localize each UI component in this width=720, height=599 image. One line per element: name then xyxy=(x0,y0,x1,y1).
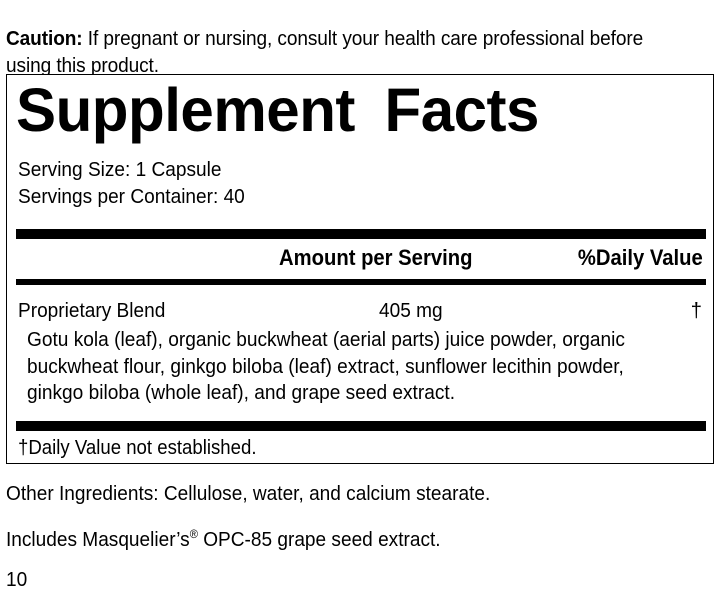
table-row: Proprietary Blend 405 mg † xyxy=(7,297,713,327)
caution-statement: Caution: If pregnant or nursing, consult… xyxy=(6,25,657,79)
includes-suffix: OPC-85 grape seed extract. xyxy=(197,528,441,551)
other-ingredients-statement: Other Ingredients: Cellulose, water, and… xyxy=(6,482,491,505)
rule-below-column-headers xyxy=(16,279,706,285)
panel-title-second: Facts xyxy=(384,76,539,144)
blend-ingredient-list: Gotu kola (leaf), organic buckwheat (aer… xyxy=(27,328,625,404)
serving-size: Serving Size: 1 Capsule xyxy=(18,158,222,181)
serving-info: Serving Size: 1 Capsule Servings per Con… xyxy=(18,157,245,210)
row-nutrient-name: Proprietary Blend xyxy=(18,299,166,322)
rule-above-footnote xyxy=(16,421,706,431)
supplement-facts-panel: Supplement Facts Serving Size: 1 Capsule … xyxy=(6,74,714,464)
includes-statement: Includes Masquelier’s® OPC-85 grape seed… xyxy=(6,526,441,553)
column-header-row: Amount per Serving %Daily Value xyxy=(7,243,713,277)
page-number: 10 xyxy=(6,568,28,591)
rule-above-column-headers xyxy=(16,229,706,239)
column-header-daily-value: %Daily Value xyxy=(578,245,703,270)
row-amount-value: 405 mg xyxy=(379,299,443,322)
column-header-amount-per-serving: Amount per Serving xyxy=(279,245,473,270)
servings-per-container: Servings per Container: 40 xyxy=(18,184,245,208)
row-daily-value: † xyxy=(690,299,702,322)
caution-label: Caution: xyxy=(6,26,83,50)
panel-title-main: Supplement xyxy=(16,76,355,144)
registered-trademark-icon: ® xyxy=(189,527,198,542)
caution-text: If pregnant or nursing, consult your hea… xyxy=(6,26,644,77)
panel-title: Supplement Facts xyxy=(16,77,694,143)
includes-prefix: Includes Masquelier’s xyxy=(6,528,190,551)
daily-value-footnote: †Daily Value not established. xyxy=(18,437,257,459)
